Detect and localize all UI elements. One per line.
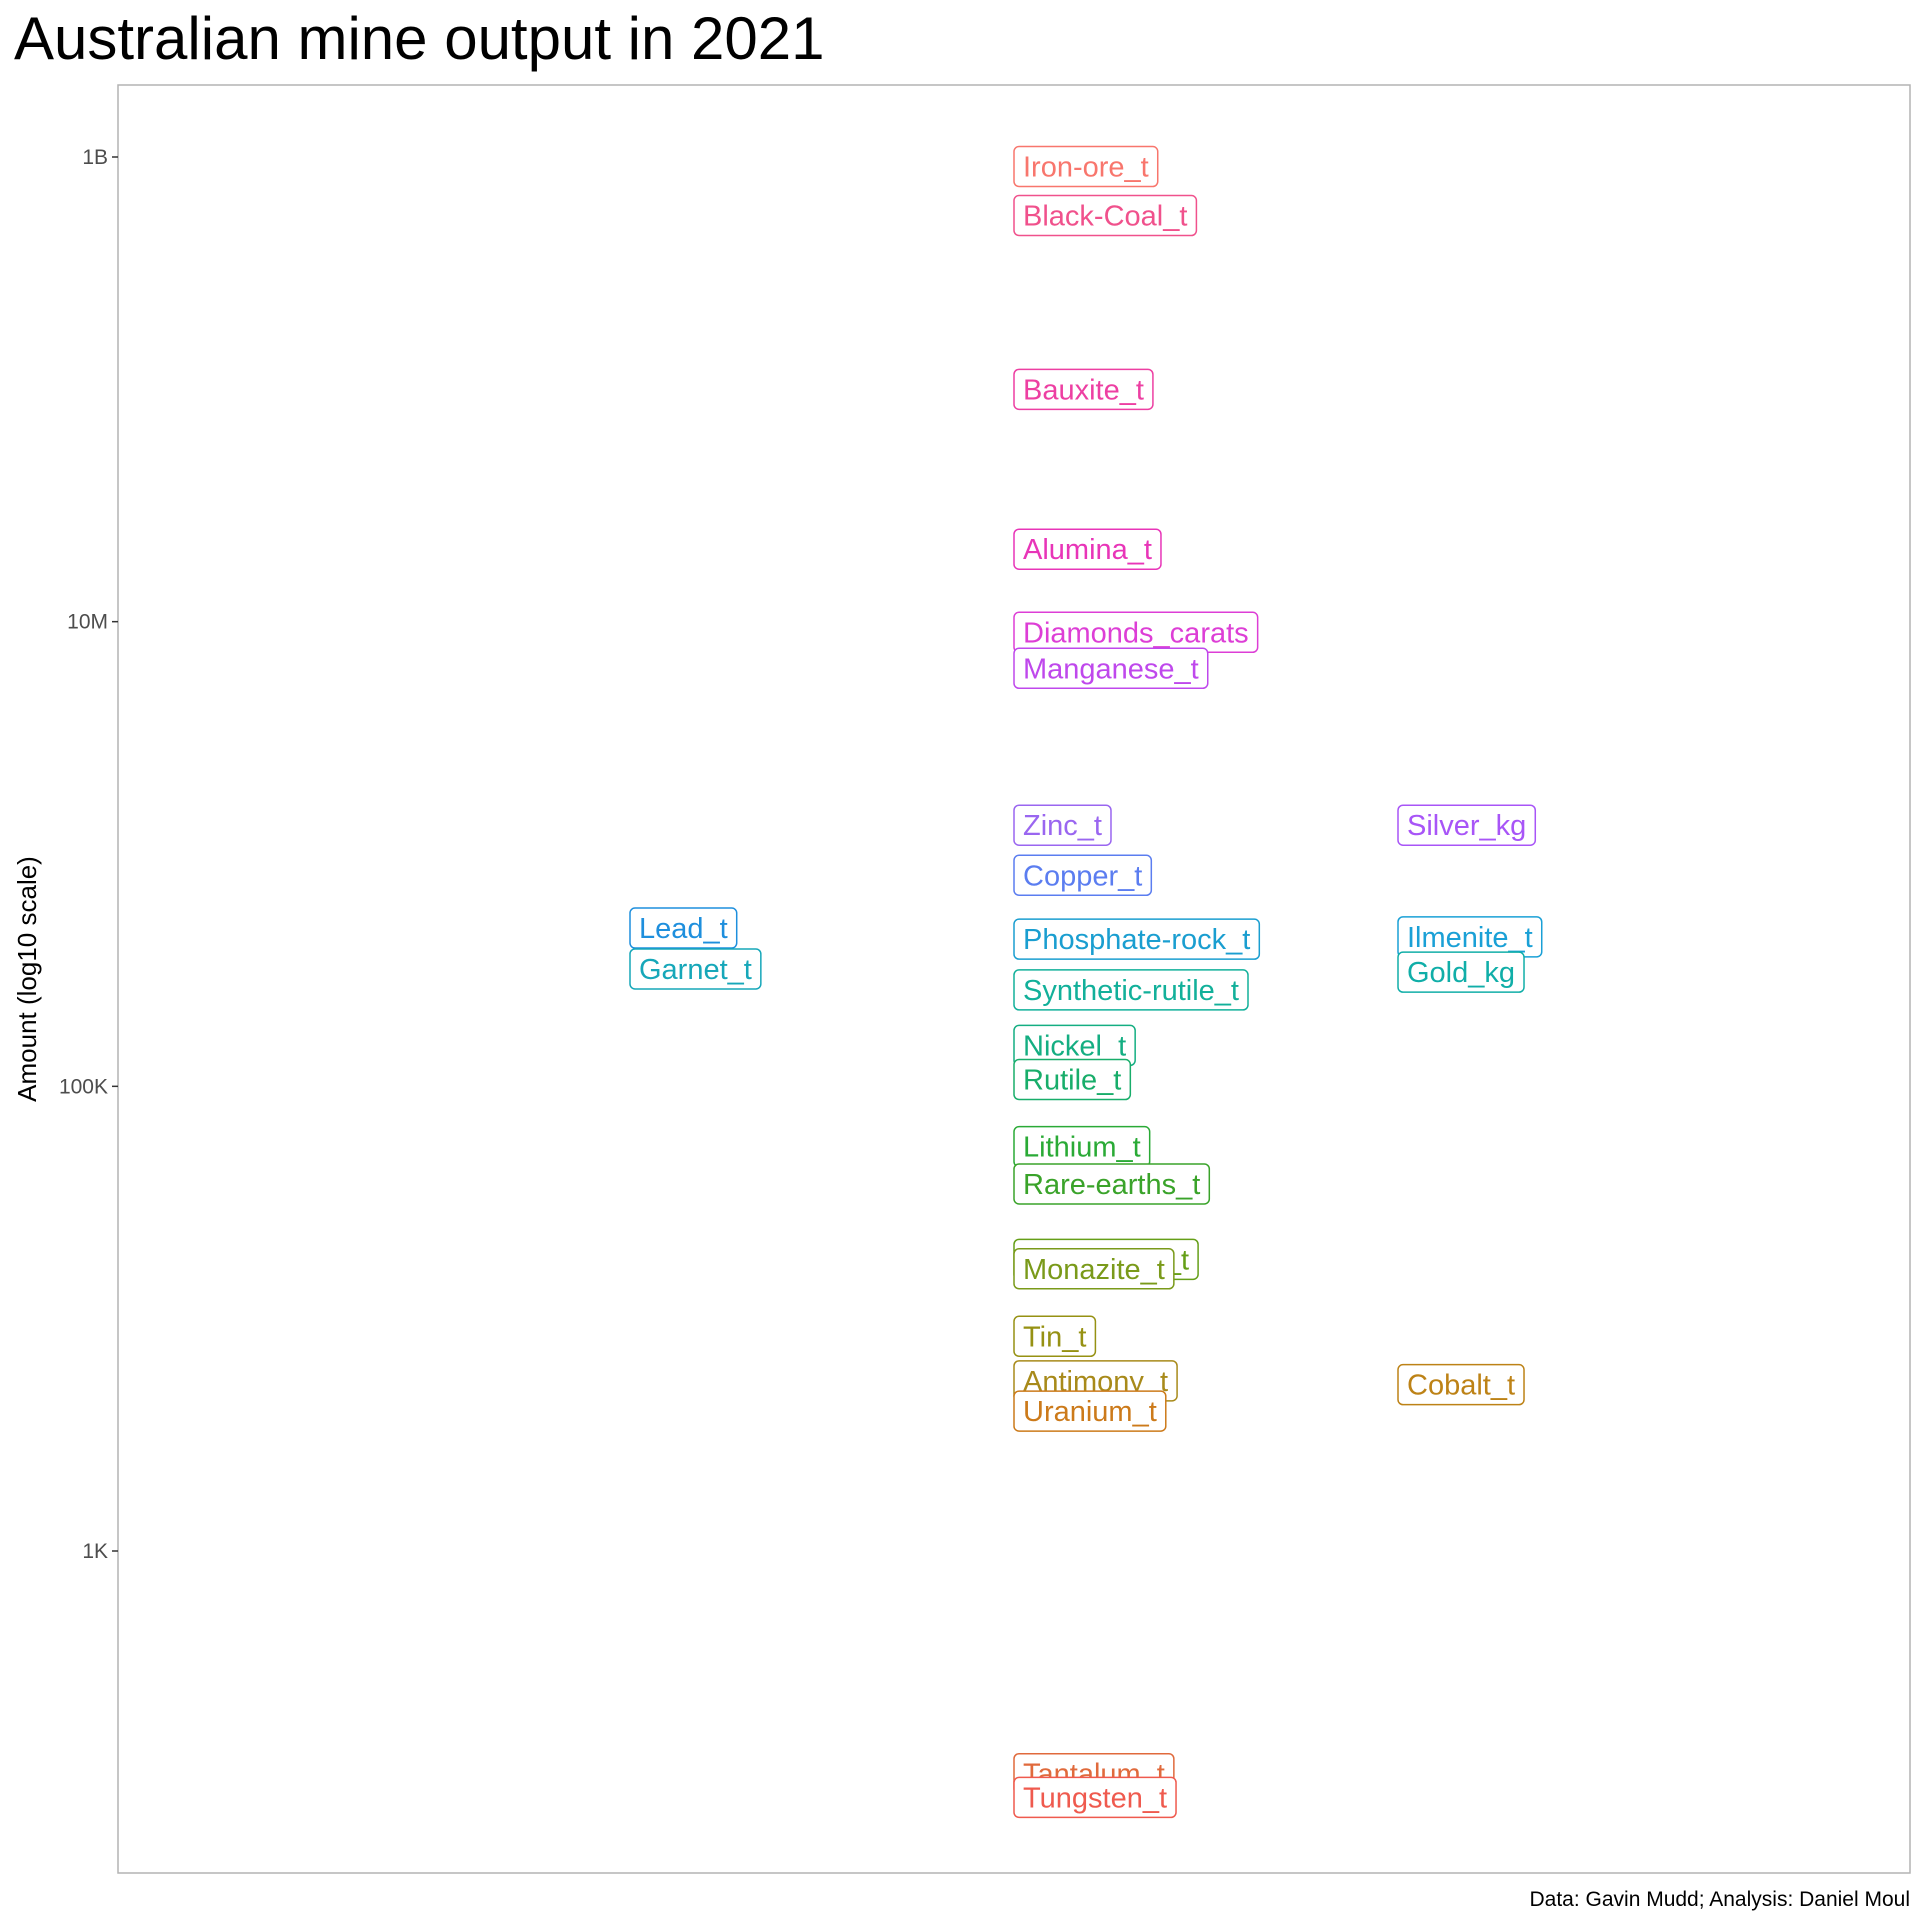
mark-box-lead-t bbox=[629, 907, 738, 949]
mark-gold-kg: Gold_kg bbox=[1397, 951, 1525, 993]
mark-label-tungsten-t: Tungsten_t bbox=[1023, 1782, 1167, 1814]
mark-label-lead-t: Lead_t bbox=[639, 913, 728, 945]
mark-label-black-coal-t: Black-Coal_t bbox=[1023, 201, 1187, 233]
mark-label-silver-kg: Silver_kg bbox=[1407, 810, 1526, 842]
mark-box-tungsten-t bbox=[1013, 1776, 1177, 1819]
mark-lead-t: Lead_t bbox=[629, 907, 738, 949]
mark-box-garnet-t bbox=[629, 948, 762, 990]
mark-box-cobalt-t bbox=[1397, 1363, 1525, 1406]
mark-box-copper-t bbox=[1013, 854, 1153, 897]
mark-label-lithium-t: Lithium_t bbox=[1023, 1132, 1141, 1164]
mark-box-iron-ore-t bbox=[1013, 145, 1159, 188]
chart-title: Australian mine output in 2021 bbox=[14, 5, 825, 72]
mark-monazite-t: Monazite_t bbox=[1013, 1248, 1175, 1290]
y-axis: 1K 100K 10M 1B bbox=[59, 146, 118, 1563]
mark-box-black-coal-t bbox=[1013, 194, 1198, 237]
mark-box-rutile-t bbox=[1013, 1058, 1132, 1101]
mark-box-rare-earths-t bbox=[1013, 1163, 1211, 1205]
mark-synthetic-rutile-t: Synthetic-rutile_t bbox=[1013, 969, 1249, 1011]
mark-box-zinc-t bbox=[1013, 804, 1112, 846]
mark-diamonds-carats: Diamonds_carats bbox=[1013, 611, 1259, 654]
mark-box-bauxite-t bbox=[1013, 368, 1154, 411]
mark-label-alumina-t: Alumina_t bbox=[1023, 534, 1152, 566]
mark-garnet-t: Garnet_t bbox=[629, 948, 762, 990]
mark-silver-kg: Silver_kg bbox=[1397, 804, 1537, 846]
mark-nickel-t: Nickel_t bbox=[1013, 1024, 1136, 1067]
mark-cobalt-t: Cobalt_t bbox=[1397, 1363, 1525, 1406]
mark-uranium-t: Uranium_t bbox=[1013, 1390, 1167, 1432]
mark-label-gold-kg: Gold_kg bbox=[1407, 957, 1515, 989]
mark-box-alumina-t bbox=[1013, 528, 1162, 570]
mark-label-rutile-t: Rutile_t bbox=[1023, 1065, 1121, 1097]
mark-lithium-t: Lithium_t bbox=[1013, 1125, 1151, 1168]
y-tick-label-1k: 1K bbox=[82, 1540, 108, 1563]
mark-rare-earths-t: Rare-earths_t bbox=[1013, 1163, 1211, 1205]
mark-box-tin-t bbox=[1013, 1315, 1097, 1358]
mark-label-synthetic-rutile-t: Synthetic-rutile_t bbox=[1023, 975, 1239, 1007]
panel-border bbox=[117, 84, 1911, 1874]
mark-rutile-t: Rutile_t bbox=[1013, 1058, 1132, 1101]
mark-bauxite-t: Bauxite_t bbox=[1013, 368, 1154, 411]
mark-label-rare-earths-t: Rare-earths_t bbox=[1023, 1169, 1200, 1201]
mark-box-manganese-t bbox=[1013, 647, 1209, 690]
y-tick-label-10m: 10M bbox=[67, 611, 108, 634]
mark-label-ilmenite-t: Ilmenite_t bbox=[1407, 922, 1533, 954]
mark-ilmenite-t: Ilmenite_t bbox=[1397, 916, 1543, 958]
mark-tungsten-t: Tungsten_t bbox=[1013, 1776, 1177, 1819]
mark-label-cobalt-t: Cobalt_t bbox=[1407, 1370, 1515, 1402]
mark-copper-t: Copper_t bbox=[1013, 854, 1153, 897]
y-tick-label-1b: 1B bbox=[82, 146, 108, 169]
mark-label-manganese-t: Manganese_t bbox=[1023, 653, 1199, 685]
mark-box-phosphate-rock-t bbox=[1013, 918, 1261, 960]
mark-label-iron-ore-t: Iron-ore_t bbox=[1023, 152, 1149, 184]
mark-black-coal-t: Black-Coal_t bbox=[1013, 194, 1198, 237]
y-axis-label: Amount (log10 scale) bbox=[12, 856, 42, 1102]
mark-label-nickel-t: Nickel_t bbox=[1023, 1030, 1126, 1062]
mark-label-phosphate-rock-t: Phosphate-rock_t bbox=[1023, 924, 1250, 956]
mark-box-gold-kg bbox=[1397, 951, 1525, 993]
mark-label-bauxite-t: Bauxite_t bbox=[1023, 374, 1144, 406]
mark-phosphate-rock-t: Phosphate-rock_t bbox=[1013, 918, 1261, 960]
mark-alumina-t: Alumina_t bbox=[1013, 528, 1162, 570]
mark-label-copper-t: Copper_t bbox=[1023, 860, 1142, 892]
mark-box-uranium-t bbox=[1013, 1390, 1167, 1432]
mark-label-zinc-t: Zinc_t bbox=[1023, 810, 1102, 842]
mark-tin-t: Tin_t bbox=[1013, 1315, 1097, 1358]
mark-label-garnet-t: Garnet_t bbox=[639, 954, 752, 986]
mark-label-tin-t: Tin_t bbox=[1023, 1321, 1086, 1353]
mark-box-monazite-t bbox=[1013, 1248, 1175, 1290]
mark-label-uranium-t: Uranium_t bbox=[1023, 1396, 1157, 1428]
chart-caption: Data: Gavin Mudd; Analysis: Daniel Moul bbox=[1529, 1888, 1910, 1911]
mark-iron-ore-t: Iron-ore_t bbox=[1013, 145, 1159, 188]
y-tick-label-100k: 100K bbox=[59, 1075, 108, 1098]
mark-label-diamonds-carats: Diamonds_carats bbox=[1023, 617, 1249, 649]
label-marks: Iron-ore_t Black-Coal_t Bauxite_t Alumina_t… bbox=[629, 145, 1543, 1819]
mark-zinc-t: Zinc_t bbox=[1013, 804, 1112, 846]
mark-label-monazite-t: Monazite_t bbox=[1023, 1254, 1165, 1286]
mark-box-silver-kg bbox=[1397, 804, 1537, 846]
mark-manganese-t: Manganese_t bbox=[1013, 647, 1209, 690]
mark-box-synthetic-rutile-t bbox=[1013, 969, 1249, 1011]
